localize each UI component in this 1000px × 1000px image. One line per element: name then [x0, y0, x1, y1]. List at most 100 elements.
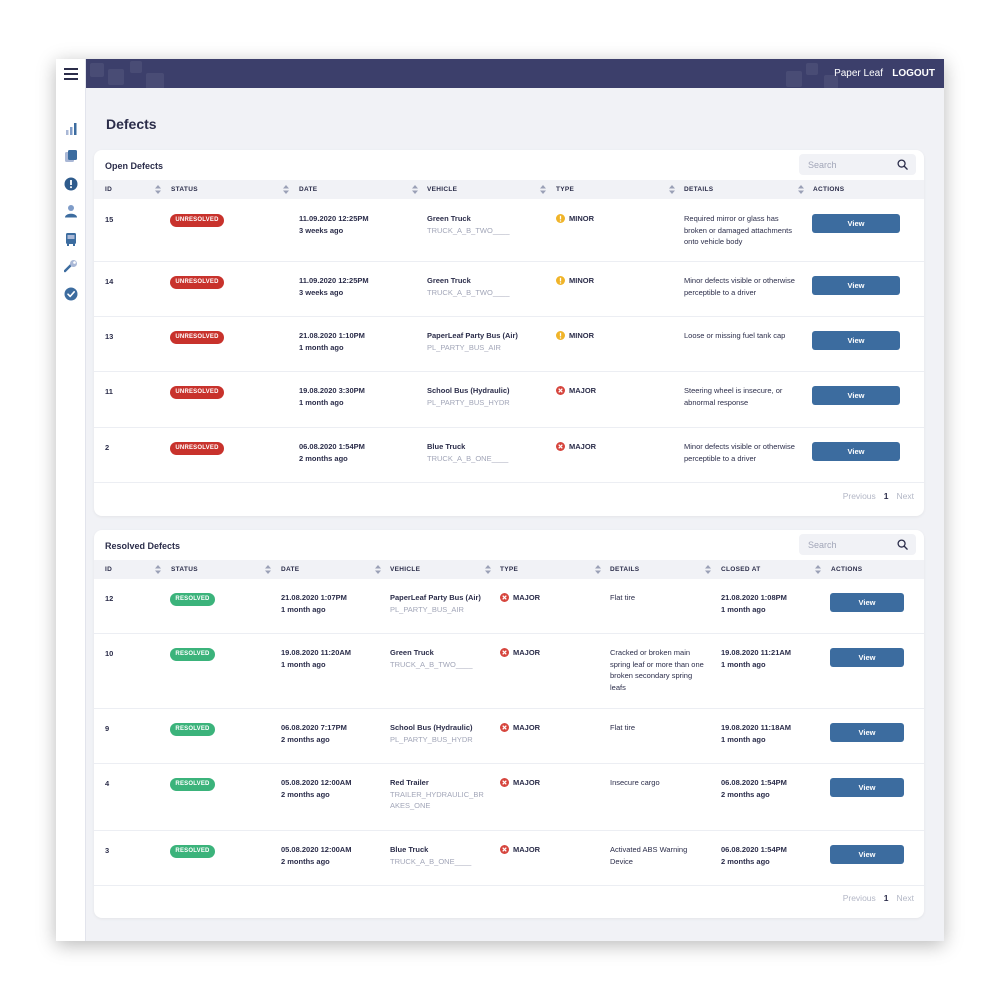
open-defects-title: Open Defects — [105, 161, 164, 171]
row-date: 21.08.2020 1:10PM 1 month ago — [299, 331, 365, 352]
row-vehicle: School Bus (Hydraulic) PL_PARTY_BUS_HYDR — [390, 723, 473, 744]
sort-icon[interactable] — [669, 185, 675, 194]
row-closed-at: 19.08.2020 11:21AM 1 month ago — [721, 648, 792, 669]
row-date: 21.08.2020 1:07PM 1 month ago — [281, 593, 347, 614]
view-button[interactable]: View — [812, 442, 900, 461]
row-date: 06.08.2020 7:17PM 2 months ago — [281, 723, 347, 744]
resolved-search-input[interactable] — [799, 534, 894, 555]
next-button[interactable]: Next — [896, 893, 914, 903]
resolved-defects-title: Resolved Defects — [105, 541, 181, 551]
logout-button[interactable]: LOGOUT — [892, 68, 935, 79]
row-id: 4 — [105, 779, 110, 788]
sort-icon[interactable] — [283, 185, 289, 194]
view-button[interactable]: View — [812, 386, 900, 405]
open-defects-card: Open Defects ID STATUS DATE VEHICLE TYPE… — [94, 150, 924, 516]
sort-icon[interactable] — [485, 565, 491, 574]
row-date: 06.08.2020 1:54PM 2 months ago — [299, 442, 365, 463]
view-button[interactable]: View — [812, 276, 900, 295]
col-actions: ACTIONS — [813, 186, 845, 193]
col-type: TYPE — [556, 186, 575, 193]
row-closed-at: 19.08.2020 11:18AM 1 month ago — [721, 723, 792, 744]
col-details: DETAILS — [684, 186, 714, 193]
row-vehicle: Blue Truck TRUCK_A_B_ONE____ — [390, 845, 472, 866]
check-circle-icon[interactable] — [64, 287, 78, 301]
type-cell: MINOR — [556, 213, 594, 224]
resolved-pagination: Previous 1 Next — [835, 893, 914, 903]
status-badge: RESOLVED — [170, 648, 215, 661]
row-closed-at: 06.08.2020 1:54PM 2 months ago — [721, 778, 787, 799]
alert-icon[interactable] — [64, 177, 78, 191]
type-cell: MAJOR — [556, 441, 596, 452]
next-button[interactable]: Next — [896, 491, 914, 501]
view-button[interactable]: View — [830, 723, 904, 742]
previous-button[interactable]: Previous — [842, 491, 876, 501]
bus-icon[interactable] — [64, 232, 78, 246]
page-title: Defects — [106, 116, 157, 132]
view-button[interactable]: View — [812, 331, 900, 350]
resolved-table-header: ID STATUS DATE VEHICLE TYPE DETAILS CLOS… — [94, 560, 924, 579]
col-date: DATE — [299, 186, 318, 193]
previous-button[interactable]: Previous — [842, 893, 876, 903]
view-button[interactable]: View — [830, 845, 904, 864]
page-number[interactable]: 1 — [883, 893, 889, 903]
col-id: ID — [105, 186, 113, 193]
search-icon[interactable] — [897, 159, 908, 170]
documents-icon[interactable] — [64, 149, 78, 163]
status-badge: UNRESOLVED — [170, 331, 224, 344]
resolved-search — [799, 534, 916, 555]
view-button[interactable]: View — [830, 778, 904, 797]
view-button[interactable]: View — [830, 648, 904, 667]
row-id: 9 — [105, 724, 110, 733]
major-icon — [500, 845, 509, 854]
row-vehicle: Green Truck TRUCK_A_B_TWO____ — [427, 214, 510, 235]
col-vehicle: VEHICLE — [390, 566, 421, 573]
open-search-input[interactable] — [799, 154, 894, 175]
warning-icon — [556, 331, 565, 340]
status-badge: UNRESOLVED — [170, 276, 224, 289]
row-id: 13 — [105, 332, 114, 341]
row-vehicle: Green Truck TRUCK_A_B_TWO____ — [390, 648, 473, 669]
top-bar: Paper Leaf LOGOUT — [86, 59, 944, 88]
search-icon[interactable] — [897, 539, 908, 550]
sort-icon[interactable] — [412, 185, 418, 194]
row-date: 05.08.2020 12:00AM 2 months ago — [281, 845, 352, 866]
table-row: 11 UNRESOLVED 19.08.2020 3:30PM 1 month a… — [94, 372, 924, 428]
status-badge: UNRESOLVED — [170, 214, 224, 227]
sort-icon[interactable] — [798, 185, 804, 194]
row-closed-at: 21.08.2020 1:08PM 1 month ago — [721, 593, 787, 614]
row-id: 10 — [105, 649, 114, 658]
wrench-icon[interactable] — [64, 259, 78, 273]
status-badge: UNRESOLVED — [170, 386, 224, 399]
table-row: 4 RESOLVED 05.08.2020 12:00AM 2 months ag… — [94, 764, 924, 831]
row-id: 11 — [105, 387, 113, 396]
status-badge: RESOLVED — [170, 778, 215, 791]
page-number[interactable]: 1 — [883, 491, 889, 501]
brand-name: Paper Leaf — [834, 68, 883, 79]
row-vehicle: Blue Truck TRUCK_A_B_ONE____ — [427, 442, 509, 463]
open-search — [799, 154, 916, 175]
type-cell: MAJOR — [556, 385, 596, 396]
table-row: 13 UNRESOLVED 21.08.2020 1:10PM 1 month a… — [94, 317, 924, 372]
row-closed-at: 06.08.2020 1:54PM 2 months ago — [721, 845, 787, 866]
status-badge: UNRESOLVED — [170, 442, 224, 455]
type-cell: MAJOR — [500, 647, 540, 658]
sort-icon[interactable] — [155, 185, 161, 194]
sort-icon[interactable] — [540, 185, 546, 194]
sort-icon[interactable] — [815, 565, 821, 574]
col-type: TYPE — [500, 566, 519, 573]
sort-icon[interactable] — [705, 565, 711, 574]
menu-icon[interactable] — [64, 68, 78, 82]
user-icon[interactable] — [64, 204, 78, 218]
sort-icon[interactable] — [375, 565, 381, 574]
type-cell: MINOR — [556, 275, 594, 286]
bar-chart-icon[interactable] — [64, 122, 78, 136]
view-button[interactable]: View — [830, 593, 904, 612]
sort-icon[interactable] — [155, 565, 161, 574]
app-window: Paper Leaf LOGOUT Defects Open Defects I… — [56, 59, 944, 941]
row-details: Insecure cargo — [610, 778, 660, 787]
view-button[interactable]: View — [812, 214, 900, 233]
sort-icon[interactable] — [595, 565, 601, 574]
table-row: 10 RESOLVED 19.08.2020 11:20AM 1 month ag… — [94, 634, 924, 709]
sort-icon[interactable] — [265, 565, 271, 574]
col-status: STATUS — [171, 566, 198, 573]
